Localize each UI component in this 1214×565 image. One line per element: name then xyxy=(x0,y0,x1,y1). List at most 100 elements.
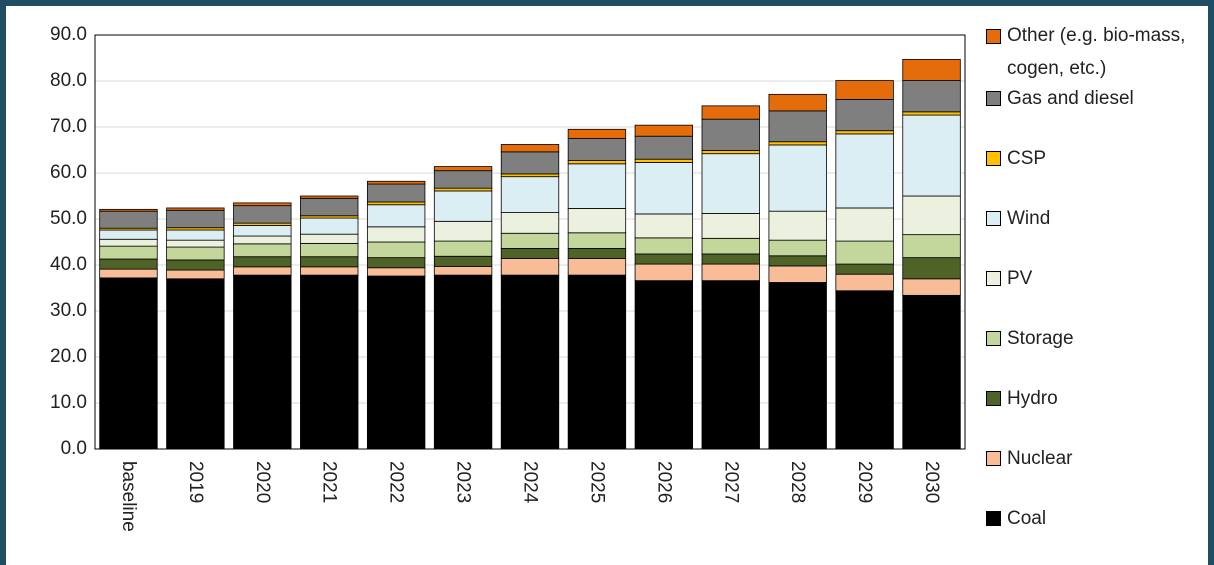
bar-segment xyxy=(366,241,426,259)
x-tick-label: 2026 xyxy=(653,461,674,503)
bar-segment xyxy=(768,144,827,212)
bar-segment xyxy=(500,258,560,276)
bar-segment xyxy=(366,183,426,203)
bar-segment xyxy=(835,80,894,100)
bar-segment xyxy=(366,204,426,228)
bar-segment xyxy=(634,124,694,137)
legend-label: Hydro xyxy=(1007,387,1058,409)
bar-segment xyxy=(701,253,760,265)
bar-segment xyxy=(902,257,961,280)
bar-segment xyxy=(701,213,760,239)
bar-segment xyxy=(500,151,560,175)
y-tick-label: 0.0 xyxy=(61,438,87,459)
bar-segment xyxy=(902,195,961,236)
legend-item: Other (e.g. bio-mass, cogen, etc.) xyxy=(986,19,1201,85)
legend-label: Other (e.g. bio-mass, cogen, etc.) xyxy=(1007,25,1186,79)
bar-segment xyxy=(99,277,158,450)
legend-item: Gas and diesel xyxy=(986,82,1201,115)
bar-segment xyxy=(500,144,560,153)
bar-segment xyxy=(300,217,359,235)
bar-segment xyxy=(166,239,225,248)
bar-segment xyxy=(567,160,627,165)
bar-segment xyxy=(500,232,560,249)
bar-segment xyxy=(433,170,493,189)
bar-segment xyxy=(835,240,894,265)
bar-segment xyxy=(166,269,225,280)
legend-swatch xyxy=(986,210,1001,226)
bar-segment xyxy=(768,282,827,450)
bar-segment xyxy=(233,274,292,450)
bar-segment xyxy=(433,255,493,267)
legend-item: Wind xyxy=(986,202,1201,235)
bar-segment xyxy=(768,141,827,146)
legend-label: Gas and diesel xyxy=(1007,87,1134,109)
bar-segment xyxy=(433,240,493,257)
bar-segment xyxy=(634,213,694,239)
bar-segment xyxy=(835,207,894,242)
bar-segment xyxy=(500,274,560,450)
bar-segment xyxy=(835,133,894,209)
bar-segment xyxy=(902,80,961,113)
bar-segment xyxy=(433,166,493,172)
bar-segment xyxy=(701,263,760,282)
bar-segment xyxy=(233,243,292,258)
legend-swatch xyxy=(986,450,1001,466)
legend-swatch xyxy=(986,150,1001,166)
bar-segment xyxy=(366,226,426,243)
legend-item: CSP xyxy=(986,142,1201,175)
legend-label: PV xyxy=(1007,267,1033,289)
bar-segment xyxy=(300,256,359,268)
bar-segment xyxy=(433,190,493,222)
x-tick-label: baseline xyxy=(118,461,139,532)
bar-segment xyxy=(166,209,225,229)
legend-item: Nuclear xyxy=(986,442,1201,475)
x-tick-label: 2019 xyxy=(185,461,206,503)
y-tick-label: 60.0 xyxy=(50,162,87,183)
legend-label: CSP xyxy=(1007,147,1047,169)
y-tick-label: 10.0 xyxy=(50,392,87,413)
bar-segment xyxy=(567,128,627,139)
bar-segment xyxy=(701,237,760,255)
legend-swatch xyxy=(986,270,1001,286)
bar-segment xyxy=(99,238,158,247)
bar-segment xyxy=(233,235,292,245)
bar-segment xyxy=(366,201,426,206)
bar-segment xyxy=(634,263,694,282)
x-tick-label: 2022 xyxy=(386,461,407,503)
bar-segment xyxy=(500,248,560,259)
bar-segment xyxy=(634,162,694,215)
bar-segment xyxy=(99,229,158,240)
legend-swatch xyxy=(986,29,1001,44)
bar-segment xyxy=(166,207,225,211)
bar-segment xyxy=(835,273,894,292)
x-tick-label: 2027 xyxy=(720,461,741,503)
bar-segment xyxy=(835,99,894,132)
bar-segment xyxy=(366,257,426,269)
y-tick-label: 90.0 xyxy=(50,24,87,45)
bar-segment xyxy=(701,118,760,151)
bar-segment xyxy=(233,225,292,237)
bar-segment xyxy=(567,248,627,259)
bar-segment xyxy=(835,263,894,275)
x-tick-label: 2029 xyxy=(854,461,875,503)
bar-segment xyxy=(166,246,225,261)
bar-segment xyxy=(99,258,158,270)
bar-segment xyxy=(166,229,225,241)
bar-segment xyxy=(233,266,292,276)
bar-segment xyxy=(300,233,359,244)
bar-segment xyxy=(701,153,760,214)
bar-segment xyxy=(567,208,627,234)
legend-item: Storage xyxy=(986,322,1201,355)
bar-segment xyxy=(300,266,359,276)
bar-segment xyxy=(701,280,760,450)
x-tick-label: 2023 xyxy=(453,461,474,503)
bar-segment xyxy=(902,294,961,450)
bar-segment xyxy=(567,163,627,209)
bar-segment xyxy=(366,180,426,185)
legend-label: Nuclear xyxy=(1007,447,1073,469)
bar-segment xyxy=(902,114,961,197)
bar-segment xyxy=(768,210,827,241)
bar-segment xyxy=(300,242,359,258)
